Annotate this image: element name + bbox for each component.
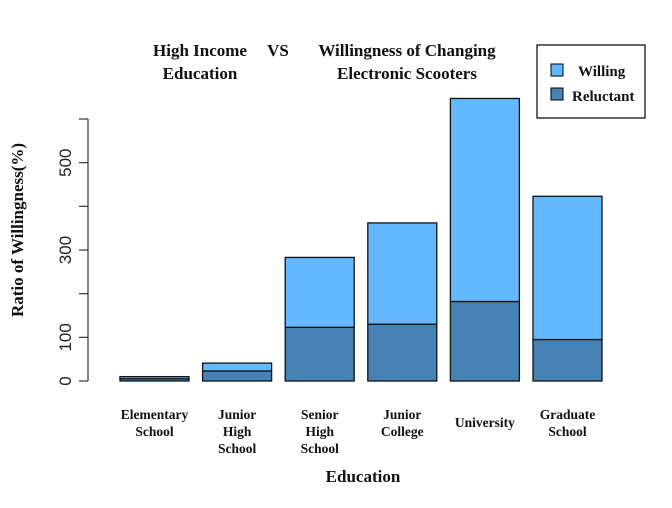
x-tick-label: Junior College — [381, 407, 424, 439]
bars — [119, 97, 603, 382]
bar-reluctant — [201, 370, 273, 382]
title-right-line-1: Willingness of Changing — [318, 41, 496, 60]
legend: Willing Reluctant — [536, 44, 646, 119]
x-tick-label: Elementary School — [121, 407, 189, 439]
legend-swatch-willing — [550, 63, 564, 77]
bar-reluctant — [367, 323, 438, 382]
bar-willing — [449, 97, 521, 303]
title-left-line-2: Education — [163, 64, 238, 83]
y-tick-label: 300 — [56, 236, 75, 264]
x-tick-label: Graduate School — [540, 407, 596, 439]
bar-willing — [119, 375, 190, 380]
y-tick-label: 500 — [56, 148, 75, 176]
x-tick-labels: Elementary School Junior High School Senior Hi… — [121, 407, 595, 456]
bar-willing — [201, 362, 273, 372]
legend-label-willing: Willing — [578, 64, 626, 80]
y-tick-label: 100 — [56, 323, 75, 351]
bar-reluctant — [532, 338, 603, 382]
legend-label-reluctant: Reluctant — [572, 89, 635, 105]
bar-reluctant — [449, 300, 521, 382]
legend-swatch-reluctant — [550, 87, 564, 101]
x-tick-label: Junior High School — [218, 407, 257, 456]
bar-willing — [367, 222, 438, 325]
y-tick-label: 0 — [56, 376, 75, 385]
bar-willing — [532, 195, 603, 341]
x-axis-label: Education — [326, 467, 401, 486]
title-right-line-2: Electronic Scooters — [337, 64, 477, 83]
bar-willing — [284, 256, 355, 328]
y-axis-label: Ratio of Willingness(%) — [8, 143, 27, 317]
x-tick-label: Senior High School — [301, 407, 340, 456]
bar-reluctant — [284, 326, 355, 382]
x-tick-label: University — [455, 415, 515, 430]
legend-box — [536, 44, 646, 119]
title-left-line-1: High Income — [153, 41, 247, 60]
y-axis: 0 100 300 500 — [56, 118, 89, 386]
chart-title: High Income Education VS Willingness of … — [153, 41, 496, 83]
title-vs: VS — [267, 41, 289, 60]
